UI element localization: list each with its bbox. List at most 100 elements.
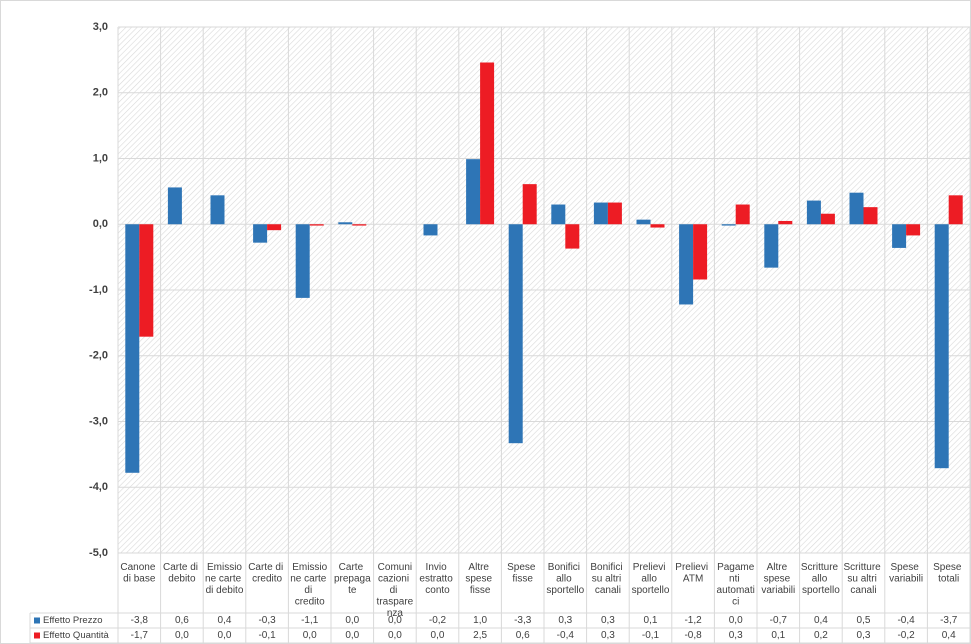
bar <box>764 224 779 268</box>
x-tick-label: Spese fisse <box>507 562 538 585</box>
data-table-value: 0,6 <box>516 630 530 641</box>
data-table-value: 0,0 <box>303 630 317 641</box>
y-tick-label: 1,0 <box>93 152 108 164</box>
bar <box>849 192 864 225</box>
data-table-value: 0,0 <box>729 615 743 626</box>
data-table-value: 1,0 <box>473 615 487 626</box>
x-tick-label: Altre spese variabili <box>761 562 795 596</box>
data-table-value: 0,4 <box>218 615 232 626</box>
y-tick-label: -5,0 <box>89 547 108 559</box>
x-tick-label: Canone di base <box>120 562 158 585</box>
x-tick-label: Comuni cazioni di traspare nza <box>377 562 414 619</box>
y-tick-label: 3,0 <box>93 21 108 33</box>
bar <box>338 222 353 225</box>
bar <box>551 204 566 225</box>
bar <box>693 224 708 280</box>
data-table-value: 0,0 <box>388 630 402 641</box>
bar <box>679 224 694 305</box>
x-tick-label: Scritture allo sportello <box>801 562 841 596</box>
bar <box>806 200 821 225</box>
data-table-value: -0,3 <box>258 615 276 626</box>
y-tick-label: -3,0 <box>89 415 108 427</box>
x-tick-label: Prelievi ATM <box>675 562 711 585</box>
x-tick-label: Scritture su altri canali <box>843 562 883 596</box>
bar <box>948 195 963 225</box>
bar <box>906 224 921 236</box>
y-tick-label: -2,0 <box>89 350 108 362</box>
data-table-value: -0,2 <box>429 615 447 626</box>
data-table-value: -0,2 <box>897 630 915 641</box>
data-table-value: 0,3 <box>558 615 572 626</box>
x-tick-label: Invio estratto conto <box>419 562 455 596</box>
y-tick-label: -4,0 <box>89 481 108 493</box>
bar <box>480 62 495 225</box>
data-table-value: 0,3 <box>729 630 743 641</box>
x-tick-label: Prelievi allo sportello <box>632 562 670 596</box>
data-table-value: 0,3 <box>601 630 615 641</box>
bar <box>892 224 907 248</box>
y-tick-label: 2,0 <box>93 87 108 99</box>
x-tick-label: Altre spese fisse <box>465 562 494 596</box>
legend-swatch <box>34 632 40 639</box>
data-table-value: 0,0 <box>345 630 359 641</box>
data-table-value: -0,1 <box>258 630 276 641</box>
bar <box>125 224 140 473</box>
x-tick-label: Spese totali <box>933 562 964 585</box>
data-table-value: 0,1 <box>644 615 658 626</box>
bar <box>423 224 438 236</box>
x-tick-label: Carte di debito <box>163 562 201 585</box>
data-table-value: -3,8 <box>131 615 149 626</box>
bar <box>139 224 154 337</box>
data-table-value: 2,5 <box>473 630 487 641</box>
legend-label: Effetto Quantità <box>43 630 110 641</box>
data-table-value: -3,3 <box>514 615 532 626</box>
y-tick-label: -1,0 <box>89 284 108 296</box>
data-table-value: -0,7 <box>770 615 788 626</box>
bar <box>934 224 949 469</box>
x-tick-label: Carte di credito <box>248 562 286 585</box>
y-tick-label: 0,0 <box>93 218 108 230</box>
bar <box>267 224 282 231</box>
x-tick-label: Pagame nti automati ci <box>717 562 755 608</box>
x-tick-label: Bonifici allo sportello <box>546 562 584 596</box>
bar <box>565 224 580 249</box>
data-table-value: -1,7 <box>131 630 149 641</box>
data-table-value: 0,0 <box>345 615 359 626</box>
data-table-value: 0,0 <box>175 630 189 641</box>
bar <box>636 219 651 225</box>
data-table-value: -0,8 <box>684 630 702 641</box>
bar <box>253 224 268 243</box>
bar <box>352 224 367 226</box>
bar <box>607 202 622 225</box>
x-tick-label: Emissio ne carte di credito <box>290 562 329 608</box>
bar <box>210 195 225 225</box>
data-table-value: 0,3 <box>857 630 871 641</box>
x-tick-label: Spese variabili <box>889 562 923 585</box>
bar <box>650 224 665 228</box>
data-table-value: -1,1 <box>301 615 319 626</box>
bar <box>295 224 310 298</box>
data-table-value: 0,4 <box>942 630 956 641</box>
bar <box>735 204 750 225</box>
bar <box>522 184 537 225</box>
data-table-value: 0,0 <box>431 630 445 641</box>
data-table-value: -3,7 <box>940 615 958 626</box>
legend-swatch <box>34 617 40 624</box>
bar <box>593 202 608 225</box>
bar <box>466 159 481 225</box>
data-table-value: 0,6 <box>175 615 189 626</box>
bar <box>863 207 878 225</box>
x-tick-label: Carte prepaga te <box>334 562 371 596</box>
bar <box>820 213 835 225</box>
data-table-value: 0,3 <box>601 615 615 626</box>
data-table-value: 0,1 <box>771 630 785 641</box>
data-table-value: -0,4 <box>557 630 575 641</box>
bar <box>721 224 736 226</box>
x-tick-label: Emissio ne carte di debito <box>205 562 244 596</box>
data-table-value: -1,2 <box>684 615 702 626</box>
bar <box>778 220 793 225</box>
legend-label: Effetto Prezzo <box>43 615 103 626</box>
bar <box>167 187 182 225</box>
data-table-value: -0,4 <box>897 615 915 626</box>
